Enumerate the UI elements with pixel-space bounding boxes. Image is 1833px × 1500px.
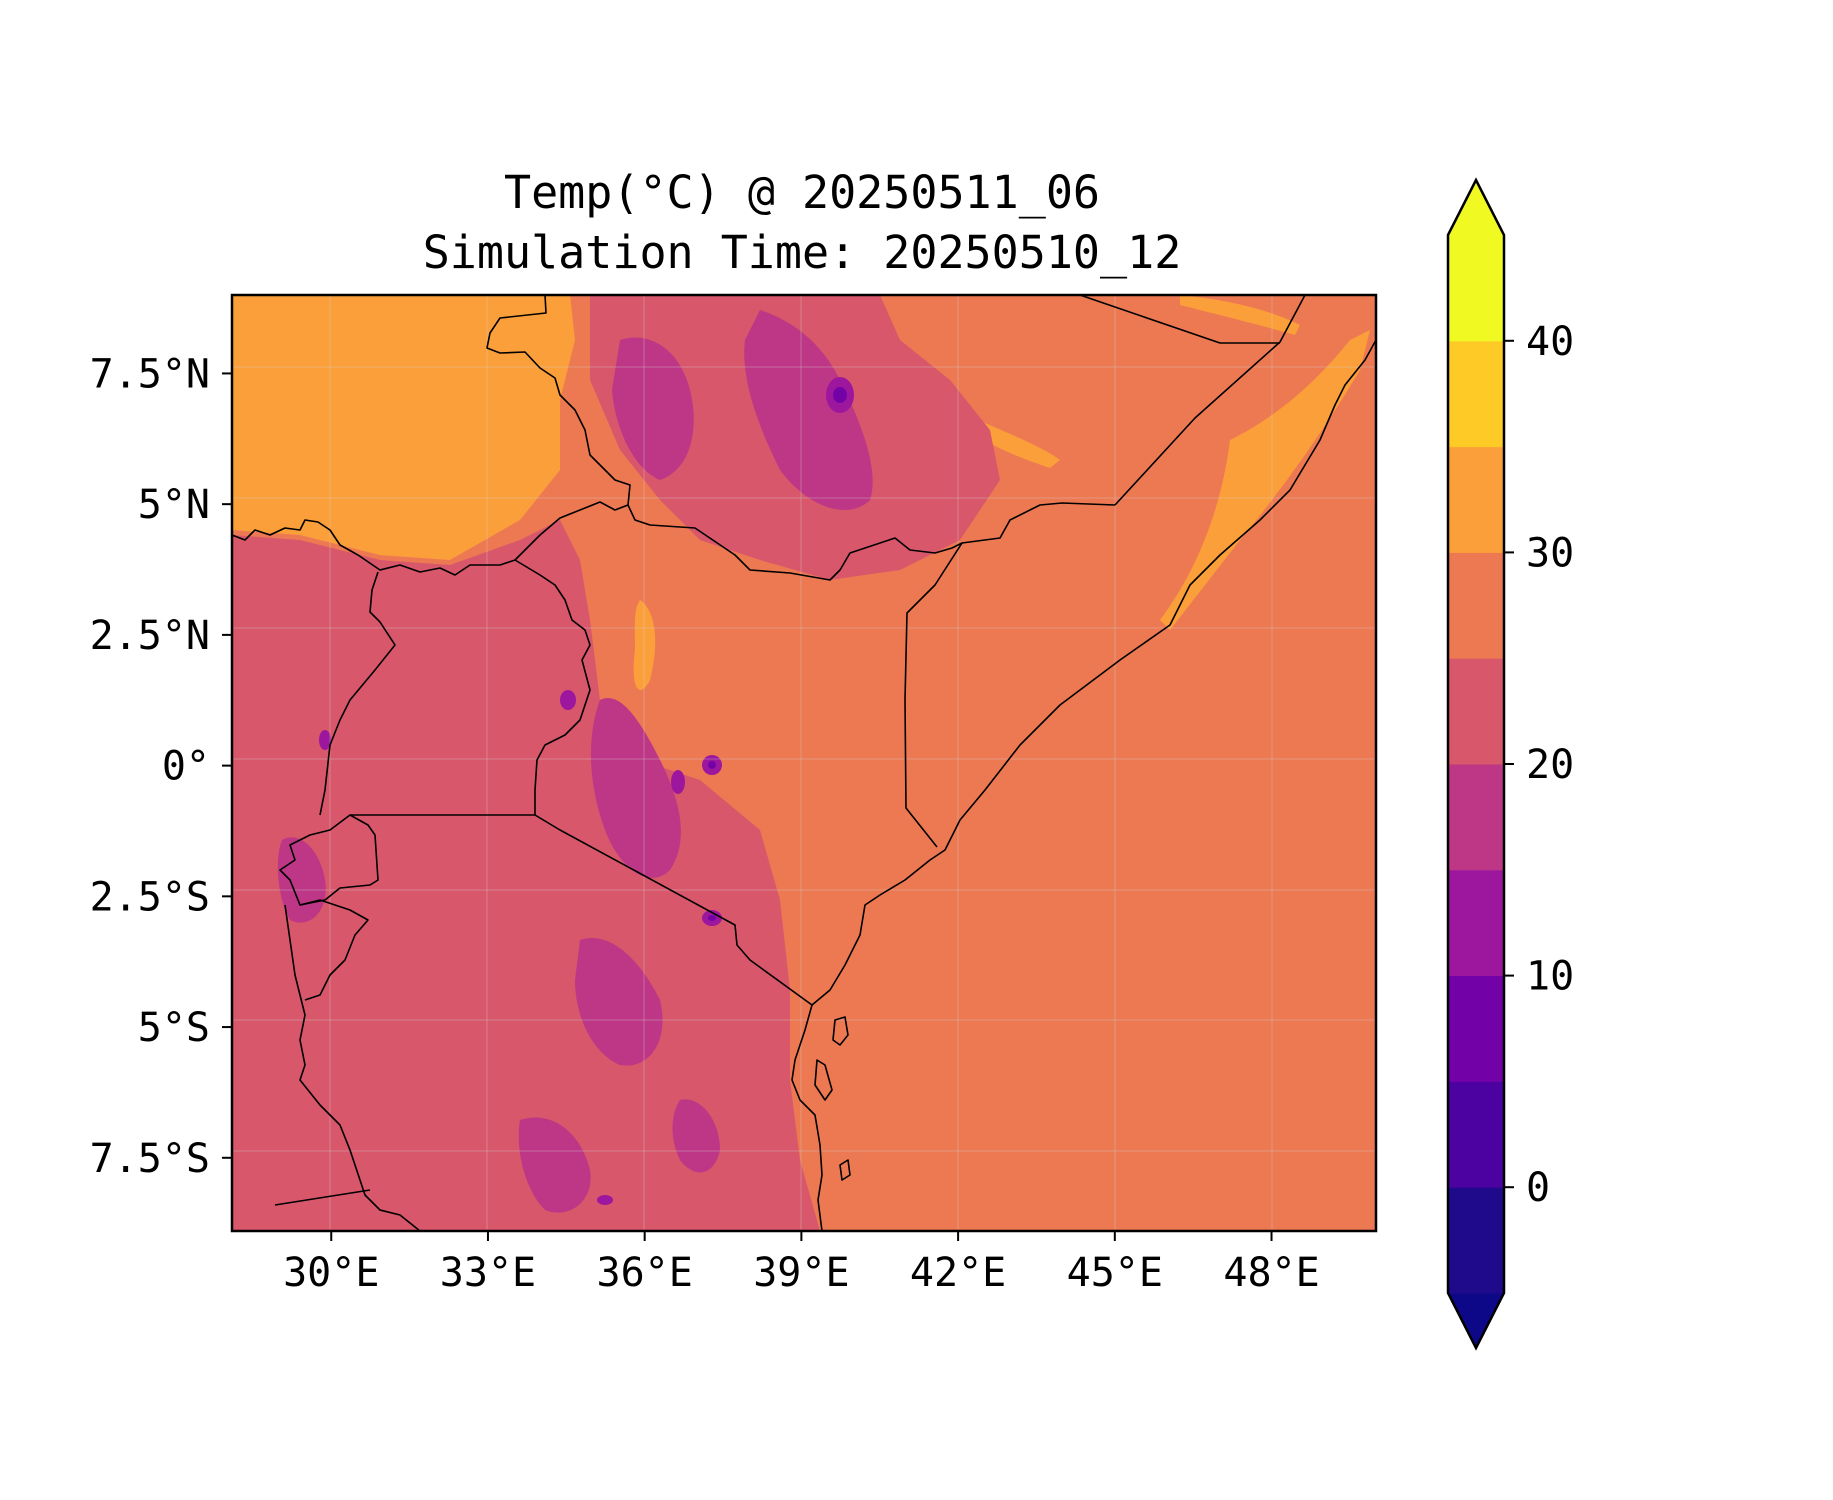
y-tick-label: 2.5°S <box>90 874 210 920</box>
colorbar: 0 10 20 30 40 <box>1446 177 1574 1351</box>
temp-band-10-15-peak-e <box>319 730 331 750</box>
coastline-east-africa <box>791 339 1376 1231</box>
colorbar-tick-label: 20 <box>1526 742 1574 788</box>
temp-band-15-20-ethiopia-highlands <box>744 310 873 510</box>
colorbar-segment <box>1448 1081 1504 1188</box>
colorbar-tick-label: 40 <box>1526 319 1574 365</box>
temp-band-5-10-summit-a <box>833 387 847 403</box>
title-line-2: Simulation Time: 20250510_12 <box>423 226 1182 279</box>
island-zanzibar <box>814 1059 833 1101</box>
border-zambia <box>274 1189 371 1206</box>
colorbar-segment <box>1448 552 1504 659</box>
border-uganda-south-sudan <box>232 519 516 576</box>
border-south-sudan-ethiopia <box>486 295 631 561</box>
border-lake-tanganyika-east <box>299 899 369 1001</box>
colorbar-outline <box>1446 177 1506 1351</box>
temp-band-5-10-summit-c <box>708 915 716 921</box>
y-tick-label: 5°N <box>138 482 210 528</box>
x-tick-label: 30°E <box>283 1250 379 1296</box>
map-frame <box>230 293 1378 1233</box>
border-uganda-drc <box>319 571 396 816</box>
colorbar-segment <box>1448 1187 1504 1294</box>
title-line-1: Temp(°C) @ 20250511_06 <box>504 166 1100 219</box>
y-tick-label: 2.5°N <box>90 613 210 659</box>
temp-band-15-20-east-tz <box>672 1099 720 1173</box>
temp-band-15-20-ethiopia-west <box>612 337 694 480</box>
y-tick-label: 0° <box>162 744 210 790</box>
y-axis: 7.5°N 5°N 2.5°N 0° 2.5°S 5°S 7.5°S <box>90 351 232 1182</box>
x-tick-label: 48°E <box>1223 1250 1319 1296</box>
colorbar-tick-label: 30 <box>1526 530 1574 576</box>
colorbar-segment <box>1448 235 1504 342</box>
colorbar-extend-max <box>1448 180 1504 235</box>
y-tick-label: 5°S <box>138 1005 210 1051</box>
colorbar-segment <box>1448 446 1504 553</box>
y-tick-label: 7.5°N <box>90 351 210 397</box>
border-kenya-ethiopia <box>627 502 1116 581</box>
border-ethiopia-somalia-ne <box>1079 295 1280 344</box>
x-tick-label: 45°E <box>1067 1250 1163 1296</box>
island-pemba <box>832 1016 849 1046</box>
border-ethiopia-somalia-east <box>1114 295 1306 506</box>
map-borders <box>232 295 1376 1231</box>
temp-band-30-35-somalia-coast <box>1160 330 1370 630</box>
border-kenya-somalia <box>904 542 963 848</box>
colorbar-segment <box>1448 764 1504 871</box>
x-tick-label: 39°E <box>753 1250 849 1296</box>
colorbar-segment <box>1448 869 1504 977</box>
colorbar-tick-label: 0 <box>1526 1165 1550 1211</box>
island-mafia <box>839 1159 851 1181</box>
x-tick-label: 42°E <box>910 1250 1006 1296</box>
map-panel <box>232 295 1376 1231</box>
map-gridlines <box>232 295 1376 1231</box>
border-uganda-kenya <box>514 559 591 815</box>
temp-band-15-20-south <box>518 1117 591 1213</box>
temp-band-30-35-ne-strip <box>1180 295 1300 335</box>
y-tick-label: 7.5°S <box>90 1136 210 1182</box>
colorbar-extend-min <box>1448 1293 1504 1348</box>
temp-band-10-15-peak-d <box>560 690 576 710</box>
border-tanzania-north <box>350 814 813 1006</box>
colorbar-segment <box>1448 340 1504 448</box>
temp-band-30-35-north <box>232 295 575 560</box>
temp-band-20-25-west <box>232 520 820 1231</box>
colorbar-tick-label: 10 <box>1526 954 1574 1000</box>
temp-band-15-20-tanzania <box>575 938 663 1066</box>
temp-band-20-25-coast-w <box>232 950 290 1120</box>
x-axis: 30°E 33°E 36°E 39°E 42°E 45°E 48°E <box>283 1231 1320 1296</box>
border-lake-tanganyika <box>284 904 421 1231</box>
temp-band-10-15-peak-g <box>597 1195 613 1205</box>
temp-band-15-20-kenya-highlands <box>590 698 681 878</box>
colorbar-segment <box>1448 658 1504 765</box>
x-tick-label: 36°E <box>597 1250 693 1296</box>
temp-band-30-35-kenya-north <box>633 600 656 690</box>
temp-band-5-10-summit-b <box>708 761 716 769</box>
x-tick-label: 33°E <box>440 1250 536 1296</box>
temp-band-10-15-peak-f <box>671 770 685 794</box>
colorbar-segment <box>1448 975 1504 1082</box>
